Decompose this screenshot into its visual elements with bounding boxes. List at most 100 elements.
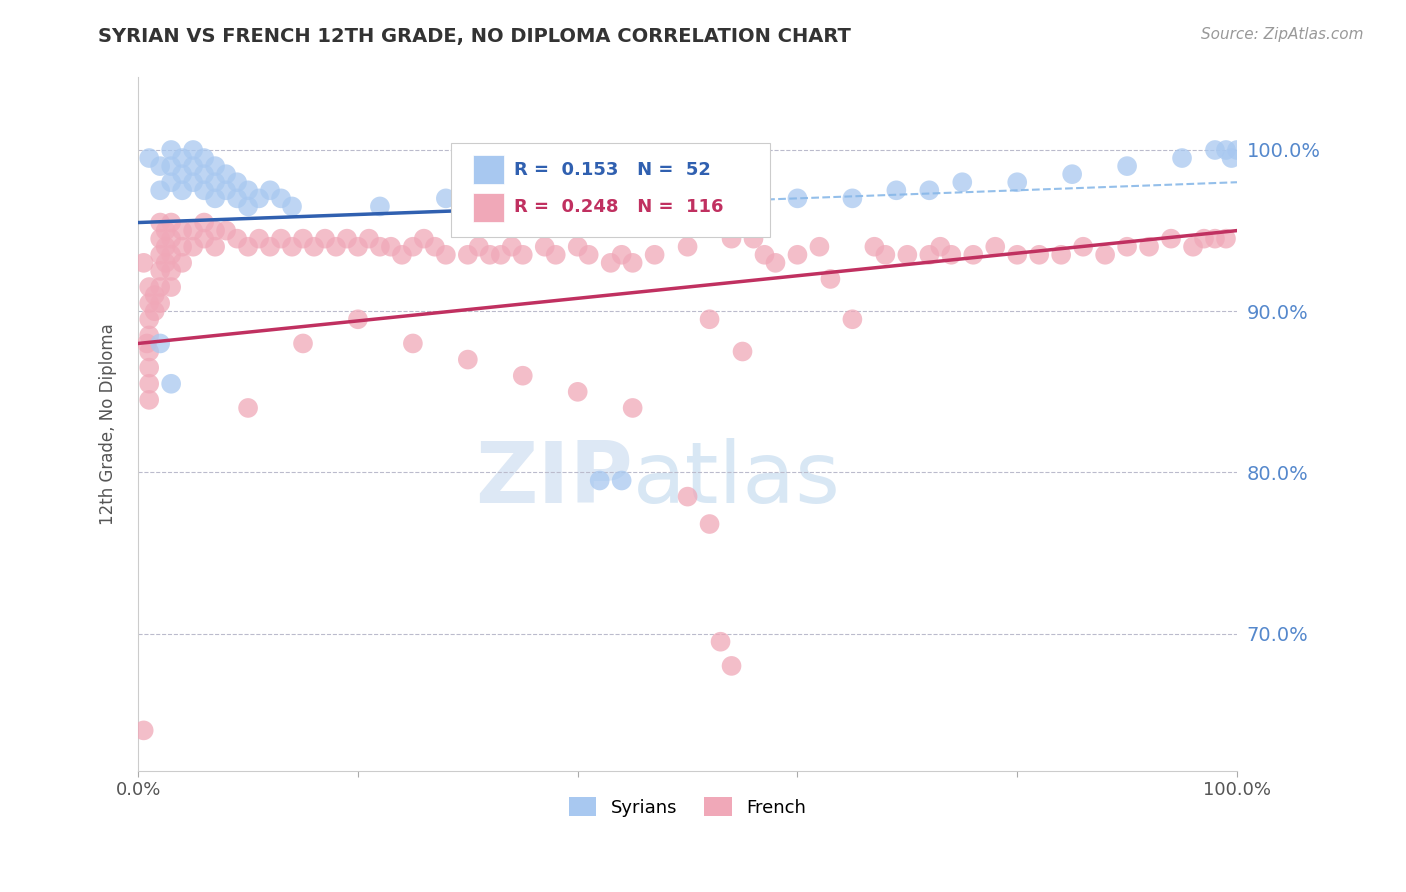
Point [941, 248, 963, 262]
Point [181, 159, 204, 173]
Point [1204, 143, 1226, 157]
Point [155, 240, 177, 254]
Point [181, 175, 204, 189]
Point [181, 143, 204, 157]
Point [292, 336, 315, 351]
Text: ZIP: ZIP [475, 438, 633, 521]
Point [149, 232, 172, 246]
Point [215, 224, 238, 238]
Point [1215, 232, 1237, 246]
Point [1171, 151, 1194, 165]
Point [434, 191, 457, 205]
Point [875, 248, 897, 262]
Point [160, 376, 183, 391]
Point [512, 368, 534, 383]
Point [1028, 248, 1050, 262]
Point [567, 240, 589, 254]
Point [610, 474, 633, 488]
Point [731, 199, 754, 213]
Point [599, 256, 621, 270]
Point [578, 248, 600, 262]
Point [1050, 248, 1073, 262]
Point [204, 240, 226, 254]
Point [160, 215, 183, 229]
Point [699, 312, 721, 326]
Point [236, 240, 259, 254]
FancyBboxPatch shape [474, 193, 505, 221]
Point [720, 659, 742, 673]
Point [215, 167, 238, 181]
Point [621, 401, 644, 415]
Point [347, 312, 370, 326]
Point [270, 191, 292, 205]
Point [1137, 240, 1160, 254]
Point [136, 336, 159, 351]
Point [501, 240, 523, 254]
Point [984, 240, 1007, 254]
Point [731, 344, 754, 359]
Point [236, 401, 259, 415]
Point [709, 634, 731, 648]
Point [193, 232, 215, 246]
Point [1182, 240, 1205, 254]
Point [193, 167, 215, 181]
Point [149, 159, 172, 173]
Point [786, 191, 808, 205]
Point [434, 248, 457, 262]
Point [962, 248, 984, 262]
Point [247, 191, 270, 205]
Point [1226, 143, 1249, 157]
Point [160, 175, 183, 189]
Point [172, 224, 194, 238]
Point [896, 248, 918, 262]
Point [172, 240, 194, 254]
Point [204, 159, 226, 173]
Point [610, 248, 633, 262]
Point [742, 232, 765, 246]
Point [1005, 175, 1028, 189]
Point [644, 248, 666, 262]
Point [143, 304, 166, 318]
Point [149, 183, 172, 197]
Point [259, 183, 281, 197]
Point [368, 240, 391, 254]
Point [863, 240, 886, 254]
Point [1005, 248, 1028, 262]
Point [1204, 232, 1226, 246]
Point [292, 232, 315, 246]
Point [172, 183, 194, 197]
Point [402, 240, 425, 254]
Point [423, 240, 446, 254]
Point [402, 336, 425, 351]
Point [720, 232, 742, 246]
Point [489, 248, 512, 262]
Point [132, 256, 155, 270]
Point [676, 199, 699, 213]
Point [160, 248, 183, 262]
Point [160, 280, 183, 294]
Point [841, 312, 863, 326]
Point [160, 264, 183, 278]
Point [149, 215, 172, 229]
Point [478, 248, 501, 262]
Point [918, 248, 941, 262]
Point [138, 280, 160, 294]
Point [193, 215, 215, 229]
Point [160, 232, 183, 246]
Point [172, 151, 194, 165]
Point [380, 240, 402, 254]
FancyBboxPatch shape [451, 144, 770, 237]
Point [589, 474, 612, 488]
Point [1116, 240, 1139, 254]
Point [149, 296, 172, 310]
Point [567, 384, 589, 399]
Point [621, 256, 644, 270]
Point [929, 240, 952, 254]
Point [1094, 248, 1116, 262]
Point [226, 175, 249, 189]
Point [226, 191, 249, 205]
Point [347, 240, 370, 254]
Text: atlas: atlas [633, 438, 841, 521]
Point [841, 191, 863, 205]
Point [138, 344, 160, 359]
